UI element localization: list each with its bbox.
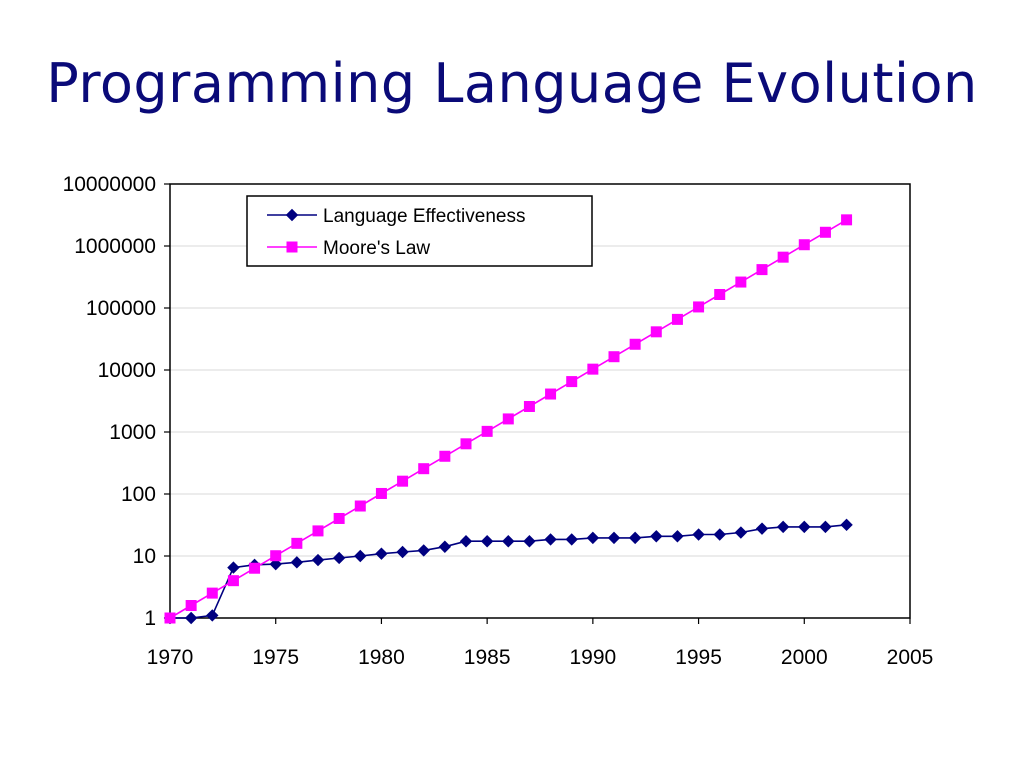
y-axis: 1 10 100 1000 10000 100000 1000000 10000000 [63, 173, 170, 630]
data-point [671, 530, 684, 543]
square-marker-icon [286, 241, 298, 253]
data-point [460, 438, 472, 450]
data-point [354, 500, 366, 512]
data-point [397, 475, 409, 487]
data-point [269, 557, 282, 571]
data-point [629, 338, 641, 350]
y-tick-label: 1000 [109, 421, 156, 444]
legend-item: Language Effectiveness [267, 206, 525, 227]
x-tick-label: 1995 [675, 646, 722, 669]
y-tick-label: 10000000 [63, 173, 156, 196]
legend-label: Moore's Law [323, 238, 430, 259]
data-point [523, 535, 536, 548]
data-point [777, 251, 789, 263]
data-point [586, 531, 600, 545]
data-point [206, 609, 219, 622]
data-point [312, 525, 324, 537]
data-point [185, 600, 197, 612]
data-point [587, 363, 599, 375]
data-point [798, 520, 811, 534]
legend-box [246, 195, 593, 267]
data-point [184, 611, 198, 625]
series-layer [163, 214, 853, 625]
x-tick-label: 1970 [147, 646, 194, 669]
data-point [566, 376, 578, 388]
data-point [692, 528, 705, 541]
data-point [270, 550, 282, 562]
data-point [735, 276, 747, 288]
data-point [798, 239, 810, 251]
data-point [693, 301, 705, 313]
data-point [227, 575, 239, 587]
data-point [418, 463, 430, 475]
data-point [755, 522, 769, 535]
x-tick-label: 1990 [569, 646, 616, 669]
data-point [565, 533, 578, 546]
data-point [502, 413, 514, 425]
data-point [480, 535, 494, 548]
data-point [650, 326, 662, 338]
data-point [756, 264, 768, 276]
slide-title: Programming Language Evolution [46, 52, 978, 115]
series-moore-s-law [164, 214, 853, 624]
data-point [607, 531, 621, 545]
legend-label: Language Effectiveness [323, 206, 525, 227]
legend-item: Moore's Law [267, 238, 430, 259]
data-point [734, 526, 748, 539]
legend: Language Effectiveness Moore's Law [246, 195, 593, 267]
data-point [291, 537, 303, 549]
data-point [650, 530, 663, 543]
data-point [249, 562, 261, 574]
y-tick-label: 100000 [86, 297, 156, 320]
y-tick-label: 10 [133, 545, 156, 568]
data-point [164, 612, 176, 624]
data-point [439, 450, 451, 462]
data-point [819, 226, 831, 238]
y-tick-label: 10000 [98, 359, 156, 382]
data-point [714, 288, 726, 300]
series-language-effectiveness [163, 518, 853, 625]
x-tick-label: 1975 [252, 646, 299, 669]
x-tick-label: 1985 [464, 646, 511, 669]
data-point [417, 544, 430, 557]
diamond-marker-icon [285, 208, 299, 222]
data-point [375, 547, 388, 560]
y-tick-label: 1000000 [74, 235, 156, 258]
data-point [396, 545, 409, 559]
x-tick-label: 2005 [887, 646, 934, 669]
data-point [841, 214, 853, 226]
data-point [375, 487, 387, 499]
y-tick-label: 1 [144, 607, 156, 630]
data-point [332, 551, 346, 565]
data-point [628, 531, 642, 545]
plot-area [169, 183, 911, 619]
data-point [713, 528, 726, 541]
data-point [333, 512, 345, 524]
data-point [671, 313, 683, 325]
x-tick-label: 2000 [781, 646, 828, 669]
data-point [819, 520, 832, 534]
data-point [290, 556, 304, 569]
y-tick-label: 100 [121, 483, 156, 506]
data-point [544, 533, 557, 546]
data-point [227, 561, 240, 574]
data-point [311, 553, 325, 567]
data-point [206, 587, 218, 599]
data-point [545, 388, 557, 400]
x-tick-label: 1980 [358, 646, 405, 669]
data-point [438, 540, 452, 553]
data-point [523, 400, 535, 412]
data-point [502, 535, 515, 548]
data-point [608, 351, 620, 363]
x-axis: 1970 1975 1980 1985 1990 1995 2000 2005 [147, 618, 934, 669]
data-point [459, 535, 473, 548]
data-point [840, 518, 853, 532]
data-point [354, 549, 367, 563]
data-point [481, 425, 493, 437]
data-point [776, 520, 790, 534]
